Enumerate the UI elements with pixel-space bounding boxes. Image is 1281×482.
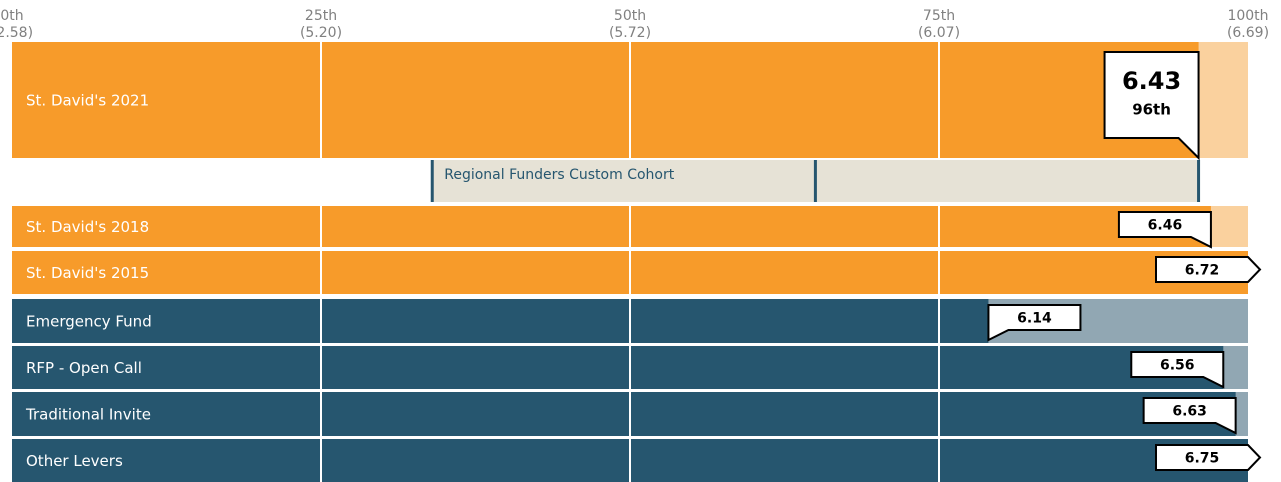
row-label: Traditional Invite — [25, 406, 151, 424]
x-tick-label: 75th — [923, 8, 955, 24]
x-tick-label: 0th — [0, 8, 23, 24]
row-bar — [12, 392, 1236, 436]
value-label: 6.72 — [1185, 263, 1220, 279]
row-label: RFP - Open Call — [26, 359, 142, 377]
row-bar — [12, 346, 1224, 389]
value-callout — [1142, 397, 1237, 435]
value-callout — [987, 304, 1082, 342]
x-tick-label: 25th — [305, 8, 337, 24]
value-label: 6.14 — [1017, 311, 1052, 327]
x-tick-label: 50th — [614, 8, 646, 24]
value-label: 6.63 — [1172, 404, 1207, 420]
x-tick-label: 100th — [1227, 8, 1268, 24]
value-callout — [1155, 256, 1262, 283]
row-label: St. David's 2021 — [26, 92, 149, 110]
x-tick-score: (2.58) — [0, 25, 33, 41]
percentile-label: 96th — [1132, 101, 1171, 119]
x-tick-score: (5.20) — [300, 25, 342, 41]
row-label: Emergency Fund — [26, 313, 152, 331]
x-tick-score: (5.72) — [609, 25, 651, 41]
row-label: Other Levers — [26, 452, 123, 470]
value-label: 6.46 — [1148, 218, 1183, 234]
value-callout — [1103, 51, 1200, 161]
value-callout — [1130, 351, 1225, 389]
row-bar — [12, 42, 1199, 158]
row-label: St. David's 2018 — [26, 218, 149, 236]
value-label: 6.43 — [1122, 67, 1181, 95]
row-label: St. David's 2015 — [26, 264, 149, 282]
x-tick-score: (6.69) — [1227, 25, 1269, 41]
value-label: 6.75 — [1185, 451, 1220, 467]
x-tick-score: (6.07) — [918, 25, 960, 41]
cohort-label: Regional Funders Custom Cohort — [444, 167, 674, 183]
value-callout — [1155, 444, 1262, 471]
value-label: 6.56 — [1160, 358, 1195, 374]
value-callout — [1117, 211, 1212, 249]
row-bar — [12, 206, 1211, 247]
row-bar — [12, 299, 989, 343]
